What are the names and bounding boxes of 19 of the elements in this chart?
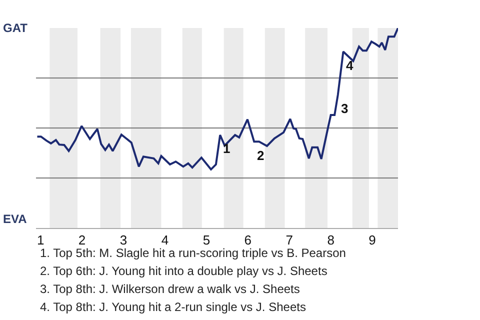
text: 4. Top 8th: J. Young hit a 2-run single vs J. Sheets [40, 300, 306, 314]
x-tick-label: 4 [161, 232, 169, 248]
x-tick-label: 9 [368, 232, 376, 248]
text: 3. Top 8th: J. Wilkerson drew a walk vs J. Sheets [40, 282, 300, 296]
annotation: 3 [341, 101, 348, 116]
annotation: 2 [257, 148, 264, 163]
text: EVA [3, 212, 28, 226]
x-tick-label: 8 [327, 232, 334, 248]
x-tick-label: 3 [120, 232, 128, 248]
x-tick-label: 1 [36, 232, 44, 248]
x-tick-label: 7 [286, 232, 293, 248]
text: 2. Top 6th: J. Young hit into a double play vs J. Sheets [40, 264, 328, 278]
text: 1. Top 5th: M. Slagle hit a run-scoring triple vs B. Pearson [40, 246, 346, 260]
annotation: 1 [223, 141, 230, 156]
text: GAT [3, 21, 28, 35]
x-tick-label: 5 [202, 232, 210, 248]
x-tick-label: 6 [244, 232, 252, 248]
annotation: 4 [346, 58, 354, 73]
x-tick-label: 2 [78, 232, 86, 248]
